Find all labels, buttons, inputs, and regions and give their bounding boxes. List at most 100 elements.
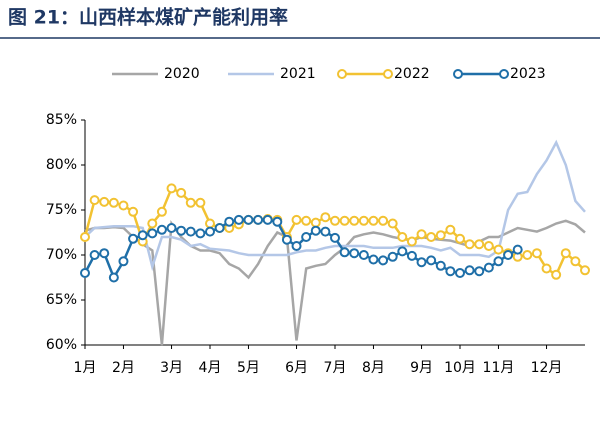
point — [406, 250, 417, 261]
x-tick-label: 3月 — [160, 360, 183, 376]
x-tick-label: 1月 — [74, 360, 97, 376]
point — [397, 246, 408, 257]
point — [310, 225, 321, 236]
point — [99, 196, 110, 207]
point — [531, 248, 542, 259]
point — [205, 226, 215, 237]
point — [387, 251, 398, 262]
point — [176, 187, 187, 198]
point — [89, 250, 100, 260]
point — [406, 236, 417, 247]
point — [464, 239, 475, 250]
point — [339, 247, 350, 258]
point — [80, 232, 90, 242]
point — [349, 215, 360, 226]
point — [118, 256, 129, 267]
x-tick-label: 6月 — [285, 360, 308, 376]
legend-marker — [453, 69, 463, 79]
point — [493, 244, 504, 255]
point — [435, 260, 446, 271]
point — [156, 224, 167, 235]
point — [262, 214, 273, 225]
point — [330, 232, 340, 243]
point — [397, 232, 408, 242]
point — [243, 214, 254, 225]
x-tick-label: 4月 — [199, 360, 222, 376]
legend-label: 2022 — [394, 66, 430, 82]
x-tick-label: 7月 — [324, 360, 347, 376]
y-tick-label: 65% — [46, 292, 77, 308]
point — [147, 228, 158, 239]
point — [368, 215, 379, 226]
point — [474, 239, 485, 250]
point — [349, 248, 360, 259]
point — [301, 232, 312, 242]
point — [272, 216, 283, 227]
point — [166, 223, 177, 233]
y-tick-label: 60% — [46, 337, 77, 353]
point — [455, 268, 465, 278]
point — [330, 215, 340, 226]
point — [512, 244, 523, 255]
point — [416, 257, 427, 268]
point — [503, 250, 514, 260]
point — [580, 265, 590, 276]
x-tick-label: 2月 — [112, 360, 135, 376]
point — [522, 250, 533, 260]
point — [483, 241, 494, 251]
point — [426, 232, 437, 242]
point — [358, 250, 369, 260]
x-tick-label: 5月 — [237, 360, 260, 376]
point — [291, 214, 302, 225]
point — [435, 230, 446, 241]
point — [128, 233, 139, 244]
series-line — [83, 218, 519, 281]
point — [445, 224, 456, 235]
point — [320, 212, 331, 223]
legend-label: 2023 — [510, 66, 546, 82]
point — [224, 216, 235, 227]
x-tick-label: 8月 — [362, 360, 385, 376]
point — [455, 233, 465, 244]
y-tick-label: 70% — [46, 247, 77, 263]
point — [474, 266, 485, 277]
x-tick-label: 12月 — [531, 360, 563, 376]
x-tick-label: 10月 — [444, 360, 476, 376]
point — [378, 255, 389, 266]
chart-title: 图 21：山西样本煤矿产能利用率 — [8, 6, 288, 29]
point — [378, 215, 389, 226]
series-line — [84, 139, 586, 272]
point — [137, 230, 148, 241]
point — [464, 265, 475, 276]
point — [205, 218, 215, 229]
y-tick-label: 80% — [46, 157, 77, 173]
point — [445, 266, 456, 277]
point — [339, 215, 350, 226]
legend-label: 2021 — [280, 66, 316, 82]
point — [368, 254, 379, 265]
point — [291, 241, 302, 251]
point — [185, 226, 196, 237]
y-tick-label: 85% — [46, 112, 77, 128]
point — [108, 272, 119, 283]
point — [301, 215, 312, 226]
y-tick-label: 75% — [46, 202, 77, 218]
point — [560, 248, 571, 259]
point — [195, 197, 206, 208]
point — [426, 255, 437, 266]
point — [570, 256, 581, 267]
point — [358, 215, 369, 226]
point — [281, 234, 292, 245]
point — [80, 268, 90, 278]
point — [147, 218, 158, 229]
point — [185, 197, 196, 208]
point — [320, 226, 331, 237]
point — [483, 262, 494, 273]
point — [128, 206, 139, 217]
point — [118, 200, 129, 211]
x-tick-label: 11月 — [483, 360, 515, 376]
point — [89, 195, 100, 206]
point — [99, 248, 110, 259]
x-tick-label: 9月 — [410, 360, 433, 376]
